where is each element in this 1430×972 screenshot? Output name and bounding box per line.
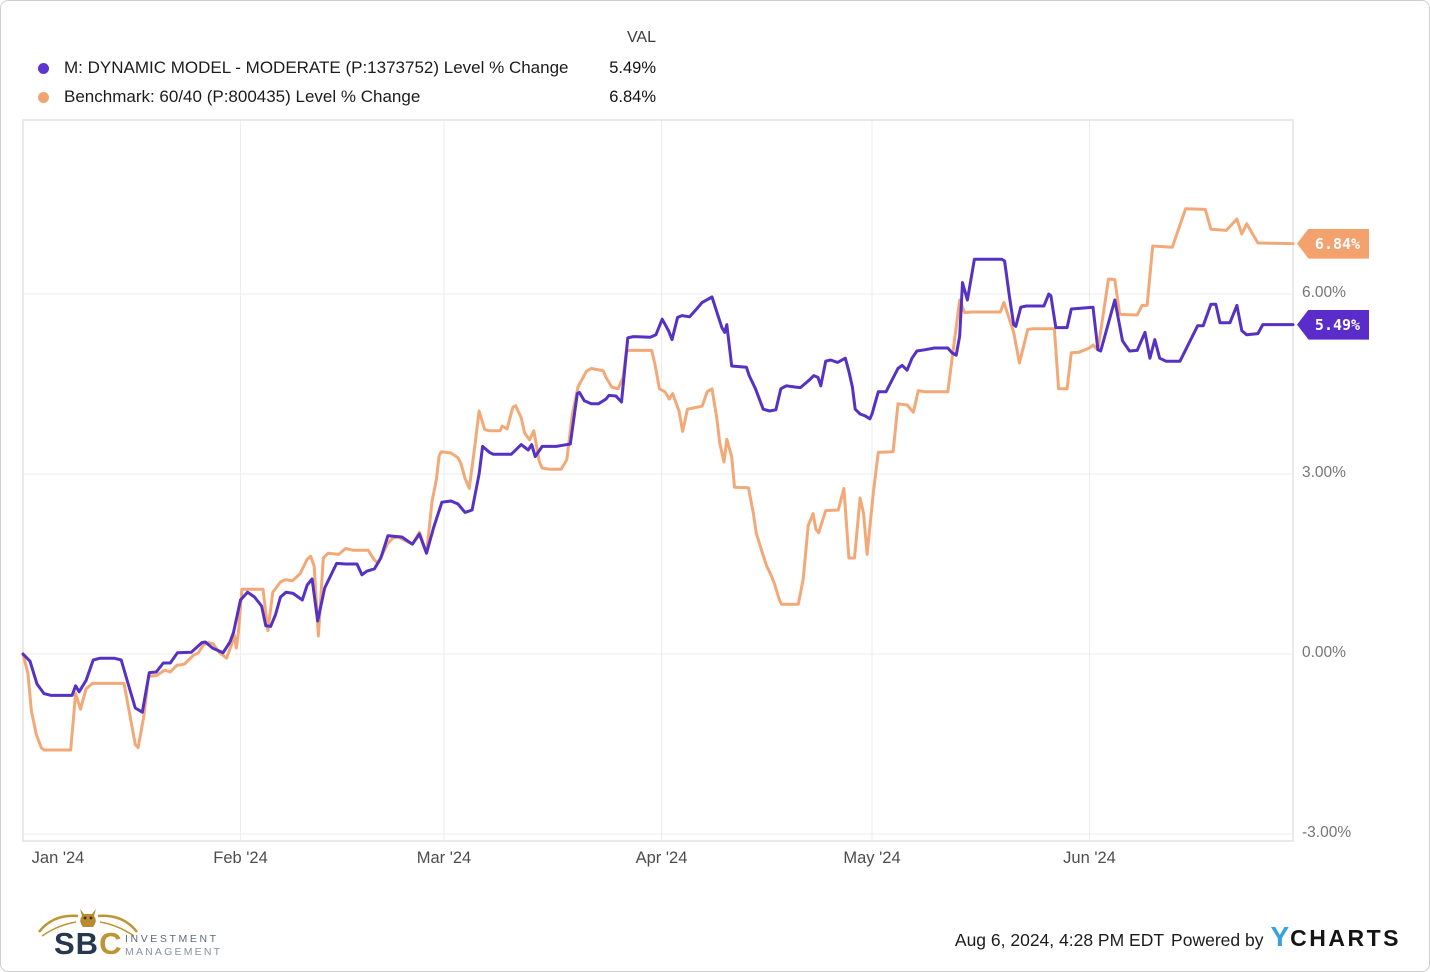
logo-line-investment: INVESTMENT (125, 933, 219, 945)
series-color-dot (38, 62, 49, 74)
footer-attribution: Aug 6, 2024, 4:28 PM EDT Powered by Y CH… (955, 921, 1401, 953)
y-axis-tick-label: 3.00% (1302, 464, 1346, 481)
laurel-right-icon (99, 921, 135, 937)
series-label: M: DYNAMIC MODEL - MODERATE (P:1373752) … (64, 58, 569, 77)
legend: VAL M: DYNAMIC MODEL - MODERATE (P:13737… (1, 1, 1429, 116)
x-axis-tick-label: Apr '24 (635, 849, 688, 867)
plot-border (22, 119, 1294, 842)
x-axis-tick-label: May '24 (843, 849, 901, 867)
sbc-investment-management-logo: SBC INVESTMENT MANAGEMENT (38, 909, 220, 961)
series-label: Benchmark: 60/40 (P:800435) Level % Chan… (64, 87, 421, 106)
laurel-right-icon (97, 914, 138, 933)
y-axis-tick-label: 0.00% (1302, 644, 1346, 661)
laurel-left-icon (38, 914, 79, 933)
owl-icon (83, 916, 87, 920)
last-value-badge: 6.84% (1297, 228, 1369, 259)
legend-item-benchmark[interactable]: Benchmark: 60/40 (P:800435) Level % Chan… (1, 85, 656, 109)
x-axis-tick-label: Feb '24 (213, 849, 268, 867)
powered-by-label: Powered by (1171, 930, 1264, 950)
y-axis-tick-label: -3.00% (1302, 824, 1352, 841)
last-value-badge: 5.49% (1297, 309, 1369, 340)
legend-val-header: VAL (626, 29, 656, 46)
y-axis-tick-label: 6.00% (1302, 284, 1346, 301)
laurel-left-icon (41, 921, 77, 937)
x-axis-tick-label: Mar '24 (416, 849, 472, 867)
legend-item-dynamic-model[interactable]: M: DYNAMIC MODEL - MODERATE (P:1373752) … (1, 56, 656, 80)
ycharts-wordmark: CHARTS (1290, 925, 1401, 951)
series-value: 6.84% (609, 87, 656, 106)
owl-icon (80, 909, 96, 927)
ycharts-y-icon: Y (1270, 921, 1290, 952)
series-line-1[interactable] (21, 257, 1295, 714)
series-line-0[interactable] (21, 207, 1295, 752)
owl-icon (89, 916, 93, 920)
x-axis-tick-label: Jun '24 (1063, 849, 1116, 867)
logo-letters: SBC (54, 926, 122, 961)
timestamp: Aug 6, 2024, 4:28 PM EDT (954, 930, 1165, 950)
logo-line-management: MANAGEMENT (125, 946, 220, 958)
series-value: 5.49% (609, 58, 656, 77)
series-color-dot (38, 91, 49, 103)
ycharts-logo[interactable]: Y CHARTS (1270, 921, 1401, 953)
x-axis-tick-label: Jan '24 (31, 849, 85, 867)
